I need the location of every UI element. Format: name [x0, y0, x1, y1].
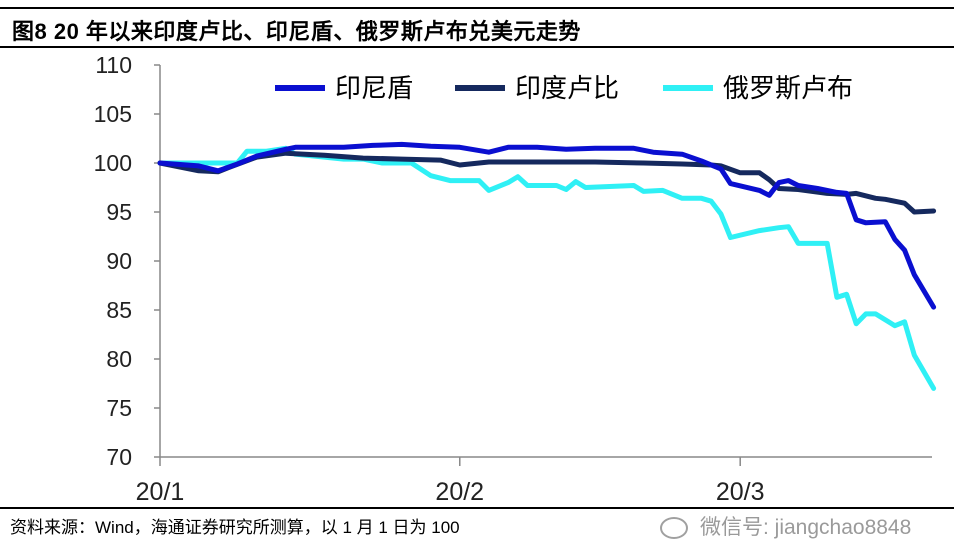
- source-note: 资料来源：Wind，海通证券研究所测算，以 1 月 1 日为 100: [10, 513, 460, 538]
- series-line-2: [160, 148, 934, 388]
- legend-label: 印尼盾: [335, 73, 413, 103]
- series-line-0: [160, 144, 934, 307]
- y-tick-label: 110: [95, 52, 132, 78]
- footer-rule: [0, 507, 954, 509]
- legend-label: 印度卢比: [515, 73, 619, 103]
- y-tick-label: 90: [106, 248, 132, 274]
- legend-item: 俄罗斯卢布: [663, 73, 853, 103]
- legend-item: 印度卢比: [455, 73, 619, 103]
- watermark: 微信号: jiangchao8848: [660, 511, 911, 541]
- wechat-icon: [660, 517, 688, 539]
- y-tick-label: 75: [106, 395, 132, 421]
- y-tick-label: 105: [94, 101, 132, 127]
- legend-label: 俄罗斯卢布: [723, 73, 853, 103]
- y-tick-label: 95: [106, 199, 132, 225]
- x-tick-label: 20/1: [136, 478, 185, 506]
- watermark-text: 微信号: jiangchao8848: [700, 516, 911, 539]
- y-tick-label: 70: [106, 444, 132, 470]
- x-tick-label: 20/3: [716, 478, 765, 506]
- y-tick-label: 80: [106, 346, 132, 372]
- series-line-1: [160, 153, 934, 212]
- legend-item: 印尼盾: [275, 73, 413, 103]
- x-tick-label: 20/2: [435, 478, 484, 506]
- y-tick-label: 100: [94, 150, 132, 176]
- y-tick-label: 85: [106, 297, 132, 323]
